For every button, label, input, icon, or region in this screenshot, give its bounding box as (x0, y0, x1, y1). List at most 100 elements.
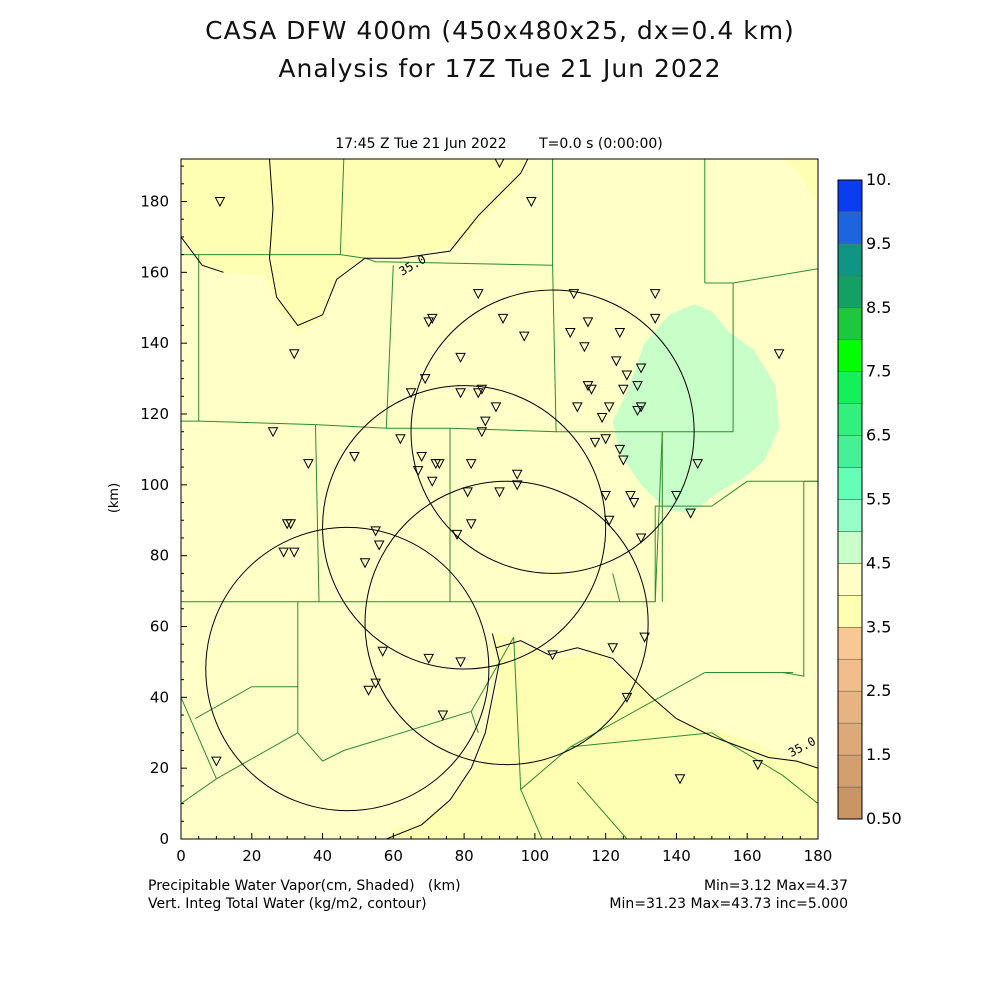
station-marker-84 (752, 760, 764, 771)
station-marker-60 (603, 402, 615, 413)
colorbar-label: 10. (866, 170, 891, 189)
y-tick-label: 180 (140, 193, 169, 211)
x-tick-label: 20 (242, 847, 261, 865)
y-tick-label: 140 (140, 334, 169, 352)
county-line-5 (385, 265, 394, 429)
footer-left: Precipitable Water Vapor(cm, Shaded) (km… (148, 877, 461, 913)
county-line-22 (570, 732, 712, 748)
colorbar-swatch (837, 626, 863, 660)
colorbar-swatch (837, 435, 863, 468)
station-marker-21 (412, 466, 424, 477)
colorbar-swatch (837, 403, 863, 436)
station-marker-0 (214, 197, 226, 208)
station-marker-78 (649, 289, 661, 300)
colorbar-swatch (837, 690, 863, 724)
colorbar-swatch (837, 275, 863, 309)
colorbar-label: 3.5 (866, 617, 891, 636)
colorbar-swatch (837, 722, 863, 756)
station-marker-35 (472, 388, 484, 399)
county-line-20 (181, 697, 218, 805)
station-marker-14 (363, 685, 374, 696)
radar-ring-sw (205, 526, 490, 812)
station-marker-42 (494, 487, 505, 498)
station-marker-24 (423, 317, 435, 328)
station-marker-12 (377, 646, 389, 657)
colorbar-label: 4.5 (866, 553, 891, 572)
colorbar: 0.50 1.5 2.5 3.5 4.5 5.5 6.5 7.5 8.5 9.5 10. (837, 170, 902, 828)
station-marker-57 (596, 413, 608, 424)
station-marker-19 (395, 434, 406, 445)
radar-ring-south-central (364, 480, 649, 766)
colorbar-label: 5.5 (866, 490, 891, 509)
radar-rings (205, 289, 695, 812)
x-tick-label: 80 (455, 847, 474, 865)
subtitle-forecast-time: T=0.0 s (0:00:00) (539, 136, 663, 152)
station-marker-4 (349, 452, 360, 463)
station-marker-83 (692, 459, 704, 470)
station-marker-10 (370, 526, 381, 537)
footer-vitw-label: Vert. Integ Total Water (kg/m2, contour) (148, 896, 427, 912)
station-marker-26 (426, 476, 438, 487)
county-line-2 (339, 159, 345, 255)
station-marker-63 (610, 356, 622, 367)
station-marker-68 (621, 370, 633, 381)
axes: 0 20 40 60 80 100 120 140 160 180 0 20 40 60 80 100 120 1… (107, 165, 832, 865)
county-line-27 (520, 789, 543, 839)
x-tick-label: 60 (384, 847, 403, 865)
station-marker-56 (589, 437, 601, 448)
station-marker-49 (564, 328, 576, 339)
station-marker-69 (621, 692, 633, 703)
station-marker-40 (490, 402, 502, 413)
station-marker-20 (405, 388, 417, 399)
pwv-shading (181, 159, 818, 839)
x-tick-label: 0 (176, 847, 186, 865)
county-line-3 (198, 420, 734, 433)
station-marker-16 (455, 657, 466, 668)
colorbar-label: 2.5 (866, 681, 891, 700)
colorbar-swatch (837, 371, 863, 404)
title-line-1: CASA DFW 400m (450x480x25, dx=0.4 km) (205, 16, 795, 45)
subtitle-valid-time: 17:45 Z Tue 21 Jun 2022 (335, 136, 507, 152)
y-tick-label: 100 (140, 476, 169, 494)
station-marker-51 (572, 402, 583, 413)
vitw-contours (181, 159, 818, 839)
station-marker-50 (568, 289, 580, 300)
station-marker-37 (476, 384, 488, 395)
colorbar-swatch (837, 467, 863, 500)
colorbar-swatch (837, 595, 863, 628)
y-tick-label: 60 (150, 618, 169, 636)
county-line-18 (297, 636, 515, 762)
county-boundaries (181, 159, 818, 839)
station-marker-65 (614, 444, 626, 455)
colorbar-label: 0.50 (866, 809, 902, 828)
station-marker-64 (614, 328, 626, 339)
station-marker-23 (419, 374, 431, 385)
colorbar-swatch (837, 307, 863, 341)
colorbar-swatch (837, 211, 863, 245)
station-marker-54 (582, 381, 594, 392)
county-line-19 (470, 711, 479, 733)
contour-line-0 (268, 159, 529, 327)
x-tick-label: 40 (313, 847, 332, 865)
colorbar-swatch (837, 179, 863, 213)
station-marker-46 (518, 331, 530, 342)
colorbar-swatch (837, 531, 863, 564)
county-line-9 (612, 573, 621, 602)
station-marker-2 (267, 427, 279, 438)
x-axis-label: (km) (427, 878, 461, 894)
station-marker-75 (635, 402, 647, 413)
subtitle: 17:45 Z Tue 21 Jun 2022 T=0.0 s (0:00:00… (180, 136, 818, 152)
fill-region-pwv-4.0-4.5 (612, 304, 780, 514)
county-line-11 (654, 480, 818, 602)
y-tick-label: 40 (150, 688, 169, 706)
station-marker-43 (497, 313, 509, 324)
station-marker-71 (628, 498, 640, 509)
x-tick-label: 100 (521, 847, 550, 865)
colorbar-label: 9.5 (866, 234, 891, 253)
station-marker-29 (451, 529, 463, 540)
station-marker-1 (288, 349, 300, 360)
y-axis-label: (km) (107, 483, 122, 513)
station-marker-31 (455, 352, 466, 363)
station-marker-11 (373, 540, 385, 551)
